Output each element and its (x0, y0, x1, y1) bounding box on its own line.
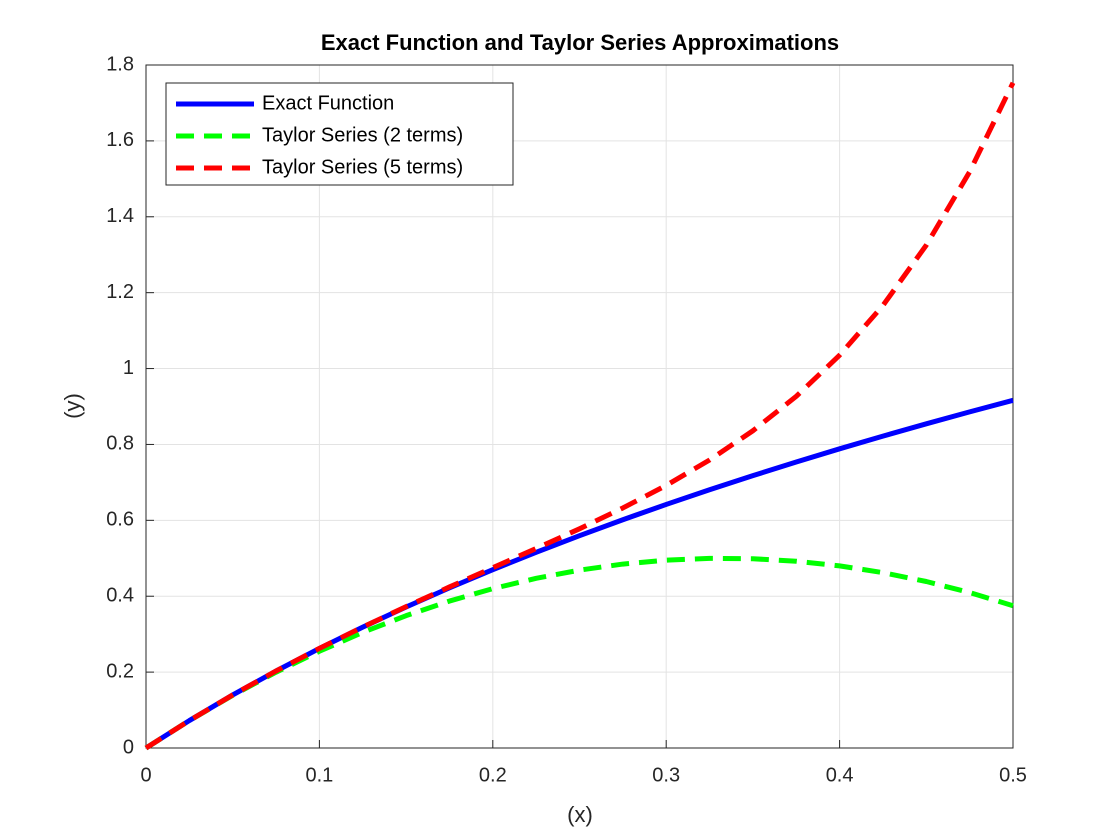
x-tick-label: 0.4 (826, 764, 854, 786)
x-tick-label: 0 (140, 764, 151, 786)
series-line (144, 397, 1014, 751)
x-tick-label: 0.3 (652, 764, 680, 786)
y-tick-label: 0.4 (106, 585, 134, 607)
y-tick-label: 0 (123, 736, 134, 758)
plot-frame (145, 64, 1014, 749)
x-tick-label: 0.2 (479, 764, 507, 786)
y-tick-label: 0.6 (106, 509, 134, 531)
legend-label: Exact Function (262, 92, 394, 114)
y-tick-label: 0.8 (106, 433, 134, 455)
chart-title: Exact Function and Taylor Series Approxi… (321, 30, 839, 55)
x-tick-label: 0.5 (999, 764, 1027, 786)
legend-label: Taylor Series (2 terms) (262, 124, 463, 146)
y-tick-label: 1 (123, 357, 134, 379)
x-axis-label: (x) (567, 802, 593, 827)
x-tick-label: 0.1 (305, 764, 333, 786)
legend-box (165, 82, 514, 186)
y-tick-label: 1.8 (106, 53, 134, 75)
y-tick-label: 1.2 (106, 281, 134, 303)
series-line (144, 81, 1016, 751)
y-tick-label: 0.2 (106, 660, 134, 682)
legend-label: Taylor Series (5 terms) (262, 156, 463, 178)
y-tick-label: 1.6 (106, 129, 134, 151)
y-tick-label: 1.4 (106, 205, 134, 227)
y-axis-label: (y) (60, 393, 85, 419)
series-line (144, 555, 1014, 751)
